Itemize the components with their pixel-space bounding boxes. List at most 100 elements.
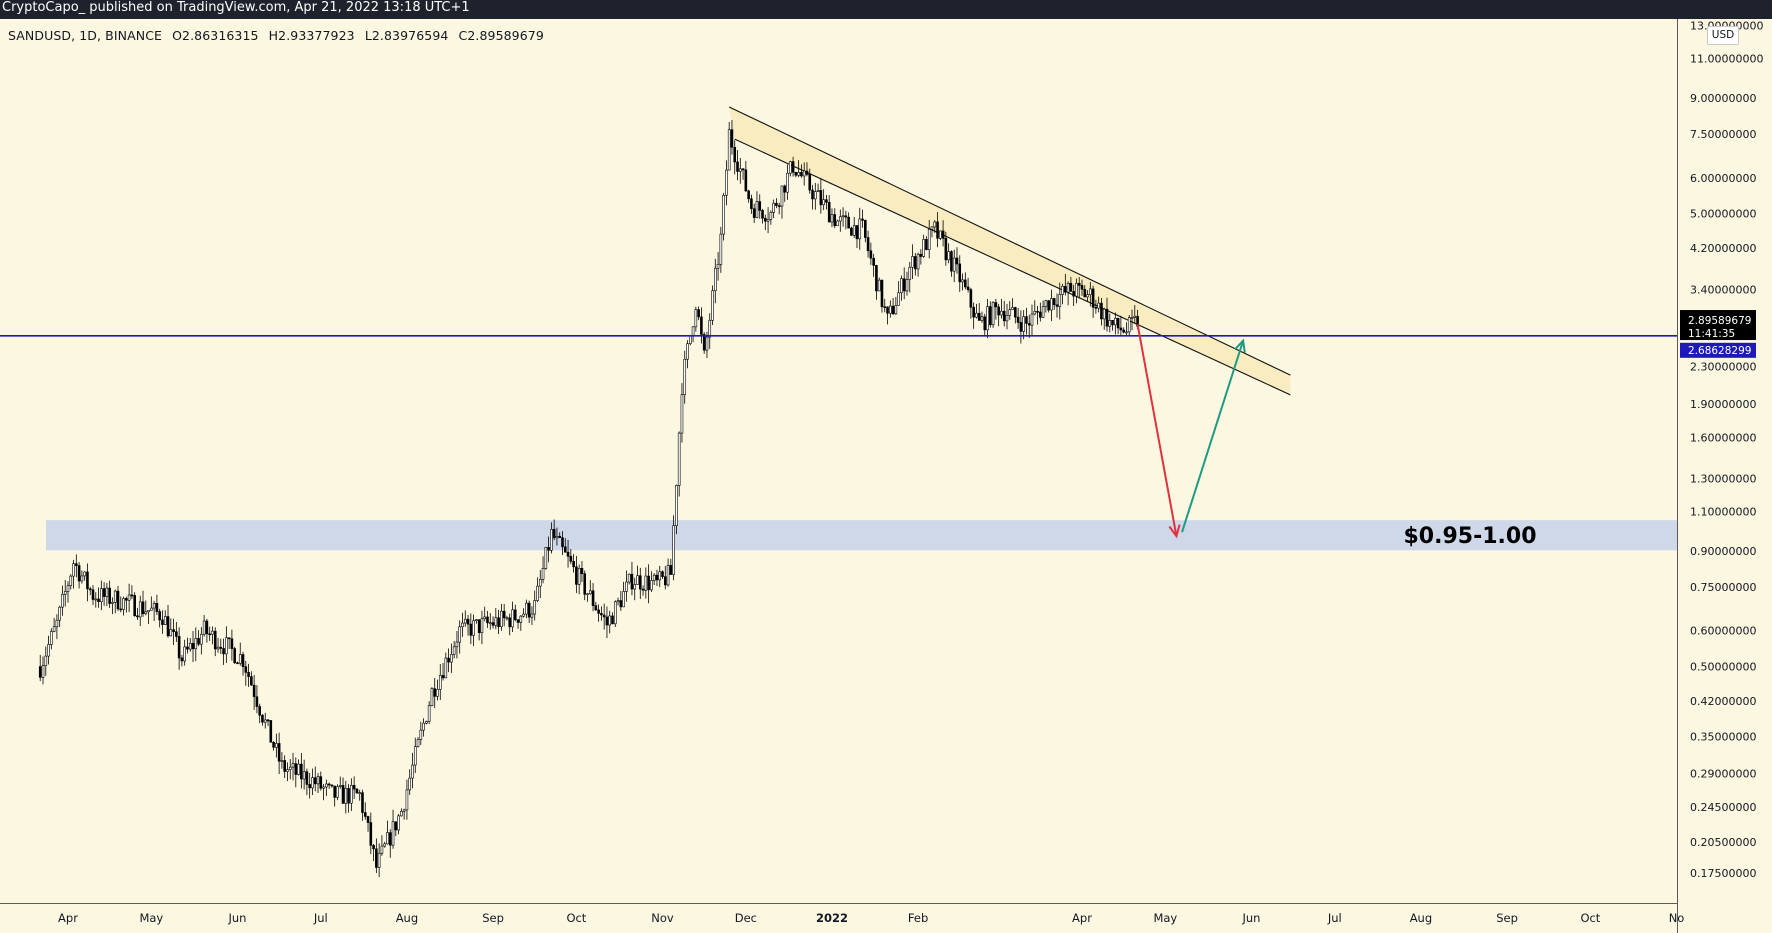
candle-body (363, 812, 367, 817)
publisher-bar: CryptoCapo_ published on TradingView.com… (0, 0, 1772, 19)
candle-body (455, 641, 459, 648)
candle-body (1052, 298, 1056, 306)
time-tick-label: No (1669, 911, 1685, 925)
candle-body (533, 600, 537, 615)
candle-body (297, 763, 300, 775)
candle-body (1116, 317, 1120, 329)
candle-body (430, 688, 434, 706)
candle-body (219, 646, 223, 649)
candle-body (444, 657, 448, 679)
candle-body (652, 574, 656, 581)
candle-body (63, 591, 67, 595)
candle-body (327, 783, 331, 786)
price-tick-label: 1.30000000 (1690, 473, 1756, 486)
candle-body (213, 630, 217, 650)
candle-body (527, 602, 531, 618)
candle-body (1083, 288, 1087, 298)
candle-body (202, 620, 206, 635)
price-tick-label: 6.00000000 (1690, 172, 1756, 185)
currency-button[interactable]: USD (1707, 26, 1739, 45)
candle-body (625, 581, 628, 592)
time-tick-label: Oct (566, 911, 586, 925)
candle-body (619, 600, 623, 608)
candle-body (288, 766, 292, 770)
candle-body (119, 608, 123, 611)
candle-body (266, 719, 270, 722)
candle-body (733, 146, 737, 163)
candle-body (558, 535, 562, 538)
candle-body (914, 256, 917, 270)
candle-body (225, 637, 228, 655)
candle-body (394, 821, 398, 831)
candle-body (875, 265, 878, 292)
candle-body (358, 792, 361, 794)
candle-body (227, 637, 231, 640)
candle-body (841, 215, 845, 218)
candle-body (894, 305, 898, 315)
time-tick-label: Apr (1072, 911, 1092, 925)
candle-body (872, 257, 875, 266)
candle-body (161, 619, 164, 625)
candle-body (386, 832, 389, 845)
candle-body (925, 239, 928, 250)
time-tick-label: Aug (1410, 911, 1432, 925)
candle-body (172, 629, 175, 632)
price-tick-label: 0.17500000 (1690, 867, 1756, 880)
candle-body (586, 593, 589, 596)
candle-body (961, 279, 964, 283)
candle-body (108, 587, 111, 604)
time-tick-label: Oct (1580, 911, 1600, 925)
candle-body (1014, 307, 1017, 318)
ohlc-legend: SANDUSD, 1D, BINANCE O2.86316315 H2.9337… (8, 28, 550, 43)
candle-body (150, 607, 153, 611)
candle-body (741, 168, 745, 171)
candle-body (1016, 316, 1020, 323)
candle-body (494, 617, 498, 626)
candle-body (238, 654, 242, 664)
candle-body (669, 565, 673, 575)
legend-high: H2.93377923 (268, 28, 355, 43)
candle-body (933, 221, 937, 228)
candle-body (836, 220, 839, 227)
candle-body (263, 719, 267, 723)
candle-body (641, 588, 645, 591)
candle-body (544, 547, 548, 569)
candle-body (977, 312, 981, 321)
candle-body (1061, 286, 1064, 295)
candle-body (600, 613, 603, 616)
candle-body (830, 214, 834, 223)
candle-body (980, 316, 984, 321)
candle-body (302, 771, 306, 780)
candle-body (700, 316, 703, 335)
candle-body (197, 638, 200, 645)
candle-body (347, 788, 350, 804)
candle-body (283, 760, 286, 772)
channel-upper-line (728, 106, 1291, 376)
candle-body (944, 238, 948, 261)
candle-body (880, 279, 884, 308)
candle-body (308, 784, 311, 789)
legend-low: L2.83976594 (364, 28, 449, 43)
candle-body (622, 591, 625, 608)
candle-body (252, 684, 256, 698)
candle-body (930, 226, 934, 230)
candle-body (969, 289, 973, 308)
candle-body (500, 610, 503, 628)
candle-body (852, 225, 856, 236)
candle-body (491, 622, 495, 626)
candle-body (561, 537, 564, 548)
price-tick-label: 4.20000000 (1690, 242, 1756, 255)
candle-body (516, 619, 520, 623)
candle-body (183, 646, 186, 662)
candle-body (936, 221, 939, 239)
candle-body (883, 306, 887, 309)
candle-body (663, 576, 667, 586)
candle-body (230, 638, 234, 649)
candle-body (686, 343, 689, 360)
candle-body (486, 616, 489, 624)
candle-body (344, 788, 348, 804)
hline-price-badge (1680, 342, 1756, 358)
candle-body (1105, 308, 1109, 327)
price-tick-label: 0.20500000 (1690, 836, 1756, 849)
